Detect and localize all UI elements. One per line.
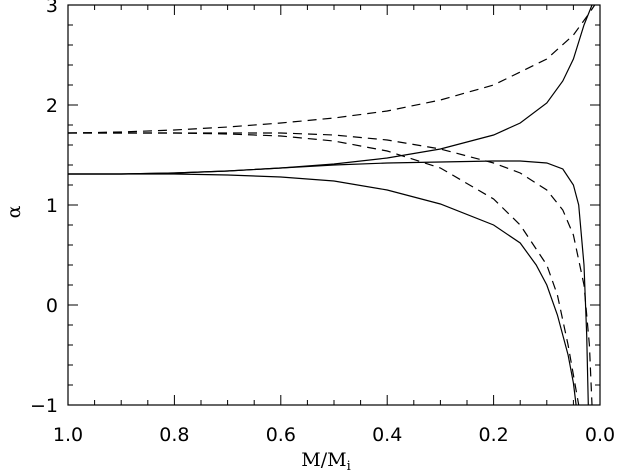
y-tick-label: 3 — [46, 0, 58, 17]
x-tick-label: 0.2 — [478, 424, 508, 446]
y-tick-label: 2 — [46, 95, 58, 117]
series-line-6 — [68, 132, 580, 405]
series-line-1 — [68, 5, 593, 175]
x-tick-label: 0.8 — [159, 424, 189, 446]
y-tick-label: −1 — [30, 395, 58, 417]
x-axis-label: M/Mi — [301, 449, 350, 472]
x-axis-label-subscript: i — [347, 459, 351, 472]
series-layer — [68, 5, 596, 405]
y-tick-label: 0 — [46, 295, 58, 317]
plot-frame — [67, 4, 601, 406]
series-line-2 — [68, 160, 589, 405]
series-line-4 — [68, 5, 596, 134]
x-tick-label: 0.0 — [585, 424, 615, 446]
y-tick-label: 1 — [46, 195, 58, 217]
ticks-layer: 1.0 0.8 0.6 0.4 0.2 0.0 −1 0 1 2 3 — [30, 0, 615, 446]
series-line-3 — [68, 173, 577, 405]
x-axis-label-main: M/M — [301, 449, 346, 471]
y-axis-label: α — [3, 205, 25, 218]
x-tick-label: 0.4 — [372, 424, 402, 446]
x-tick-label: 1.0 — [53, 424, 83, 446]
x-tick-label: 0.6 — [266, 424, 296, 446]
